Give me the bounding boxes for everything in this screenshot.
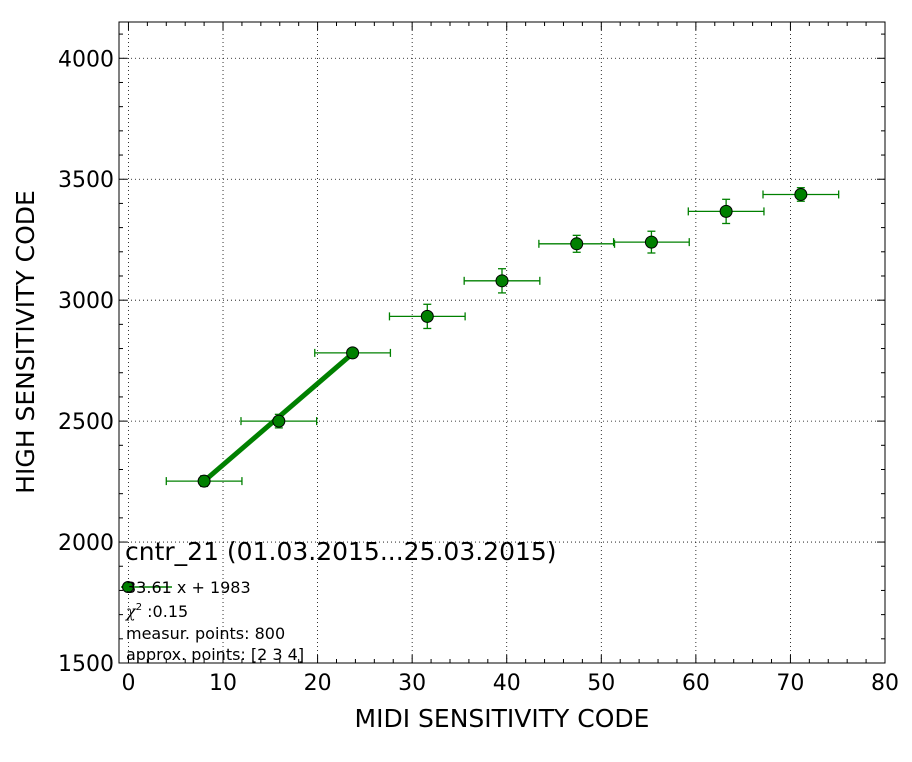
- x-tick-label: 0: [121, 671, 135, 696]
- x-tick-label: 40: [493, 671, 521, 696]
- y-tick-label: 2000: [58, 531, 114, 556]
- chi-symbol: χ: [125, 602, 137, 621]
- x-tick-label: 30: [398, 671, 426, 696]
- y-tick-label: 3000: [58, 289, 114, 314]
- chi-exponent: 2: [136, 602, 142, 613]
- x-tick-label: 20: [304, 671, 332, 696]
- legend-marker: [122, 581, 134, 593]
- data-point: [644, 235, 658, 249]
- minor-ticks: [119, 22, 886, 664]
- markers: [197, 187, 808, 488]
- data-point: [197, 474, 211, 488]
- data-point: [495, 274, 509, 288]
- chart-title: cntr_21 (01.03.2015...25.03.2015): [125, 537, 557, 566]
- chi-value: :0.15: [142, 602, 188, 621]
- data-point: [272, 414, 286, 428]
- data-point: [346, 346, 360, 360]
- y-tick-labels: 1500 2000 2500 3000 3500 4000: [58, 47, 114, 677]
- plot-frame: [118, 21, 886, 664]
- x-tick-label: 70: [776, 671, 804, 696]
- x-tick-label: 10: [209, 671, 237, 696]
- x-axis-label: MIDI SENSITIVITY CODE: [355, 704, 650, 733]
- y-tick-label: 3500: [58, 168, 114, 193]
- data-point: [794, 187, 808, 201]
- y-tick-label: 4000: [58, 47, 114, 72]
- measur-points-annotation: measur. points: 800: [126, 624, 285, 643]
- data-point: [570, 237, 584, 251]
- approx-points-annotation: approx. points: [2 3 4]: [126, 645, 304, 664]
- chi-square-annotation: χ2 :0.15: [125, 602, 188, 621]
- x-tick-labels: 0 10 20 30 40 50 60 70 80: [121, 671, 899, 696]
- data-point: [420, 309, 434, 323]
- y-axis-label: HIGH SENSITIVITY CODE: [11, 190, 40, 494]
- plot-background: [119, 22, 885, 663]
- x-tick-label: 50: [587, 671, 615, 696]
- x-tick-label: 80: [871, 671, 899, 696]
- legend-fit-equation: 33.61 x + 1983: [126, 578, 251, 597]
- x-tick-label: 60: [682, 671, 710, 696]
- legend: 33.61 x + 1983: [121, 578, 251, 597]
- data-point: [719, 204, 733, 218]
- y-tick-label: 2500: [58, 410, 114, 435]
- y-tick-label: 1500: [58, 652, 114, 677]
